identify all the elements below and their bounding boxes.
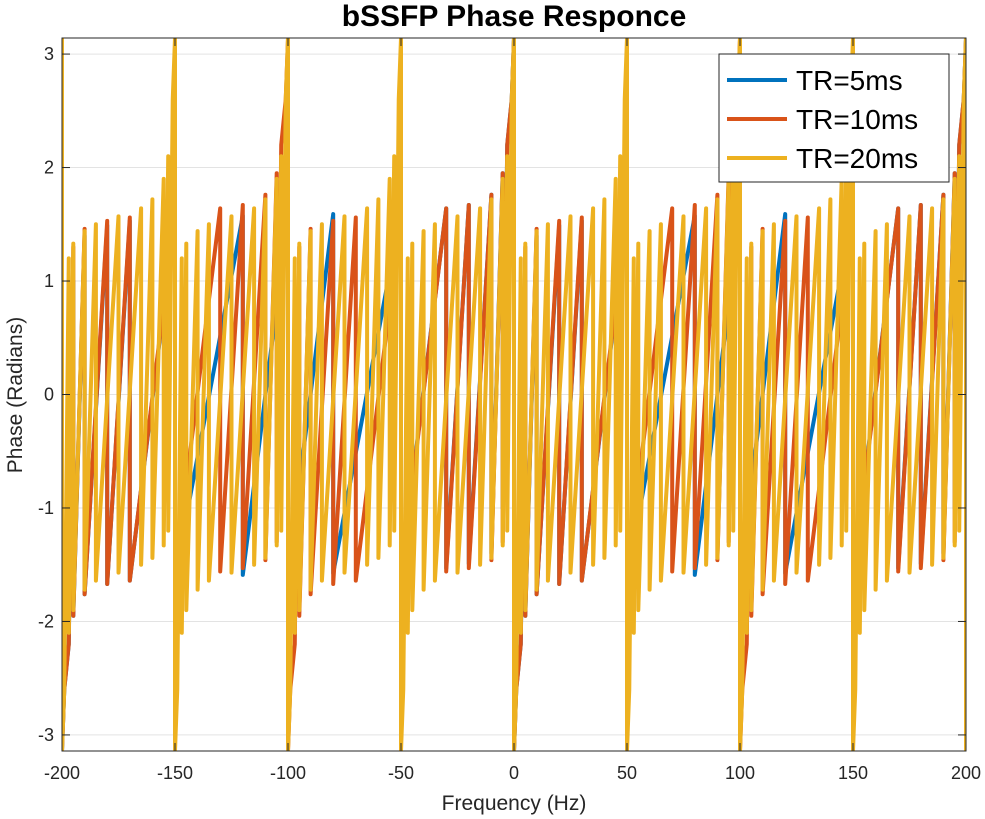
x-tick-label: 0 [509,763,519,783]
x-tick-label: 200 [951,763,981,783]
x-tick-label: 100 [725,763,755,783]
legend-label-tr-10ms: TR=10ms [796,104,918,135]
y-tick-label: 0 [44,385,54,405]
legend-label-tr-5ms: TR=5ms [796,65,903,96]
chart-title: bSSFP Phase Responce [342,0,687,33]
x-tick-label: 50 [617,763,637,783]
legend: TR=5ms TR=10ms TR=20ms [718,53,950,183]
series-line-tr-20ms [62,38,966,751]
y-tick-label: 1 [44,271,54,291]
x-tick-label: -100 [270,763,306,783]
y-tick-label: -2 [38,611,54,631]
y-tick-label: -1 [38,498,54,518]
legend-label-tr-20ms: TR=20ms [796,143,918,174]
ticks: -200 -150 -100 -50 0 50 100 150 200 -3 -2 -1 0 1 2 3 [38,38,981,783]
x-tick-label: 150 [838,763,868,783]
y-axis-label: Phase (Radians) [4,317,27,473]
x-axis-label: Frequency (Hz) [442,792,587,815]
y-tick-label: 3 [44,44,54,64]
x-tick-label: -150 [157,763,193,783]
y-tick-label: -3 [38,725,54,745]
x-tick-label: -50 [388,763,414,783]
y-tick-label: 2 [44,158,54,178]
x-tick-label: -200 [44,763,80,783]
series-lines [62,38,966,751]
